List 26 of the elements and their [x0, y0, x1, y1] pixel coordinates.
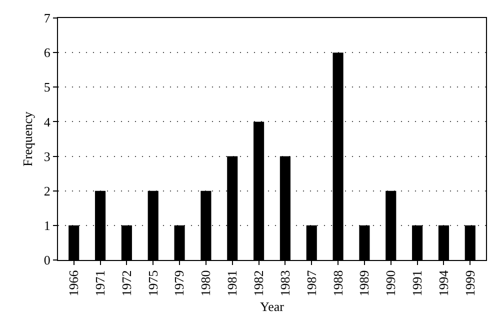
x-tick-label: 1987 [304, 270, 319, 296]
x-tick-label: 1979 [172, 270, 187, 296]
x-tick-label: 1990 [383, 270, 398, 296]
x-tick-label: 1971 [92, 270, 108, 296]
x-tick-label: 1980 [198, 270, 214, 296]
y-tick-label: 5 [44, 80, 50, 95]
y-tick-label: 2 [44, 183, 50, 198]
x-tick-label: 1994 [436, 270, 451, 296]
x-tick-label: 1981 [224, 270, 240, 296]
y-axis-title: Frequency [20, 111, 35, 166]
x-tick-label: 1988 [330, 270, 346, 296]
y-tick-label: 6 [44, 45, 51, 60]
x-tick-label: 1975 [145, 270, 160, 296]
y-tick-label: 4 [44, 114, 51, 130]
x-tick-label: 1991 [410, 270, 425, 296]
x-tick-label: 1989 [356, 270, 372, 296]
x-tick-label: 1983 [277, 270, 292, 296]
x-tick-label: 1972 [118, 270, 134, 296]
y-tick-label: 1 [44, 218, 50, 233]
y-tick-label: 0 [44, 252, 50, 268]
x-axis-title: Year [260, 298, 285, 314]
x-tick-label: 1966 [66, 270, 82, 296]
y-tick-label: 7 [44, 10, 51, 26]
x-tick-label: 1982 [251, 270, 266, 296]
y-tick-label: 3 [44, 148, 50, 164]
x-tick-label: 1999 [462, 270, 478, 296]
